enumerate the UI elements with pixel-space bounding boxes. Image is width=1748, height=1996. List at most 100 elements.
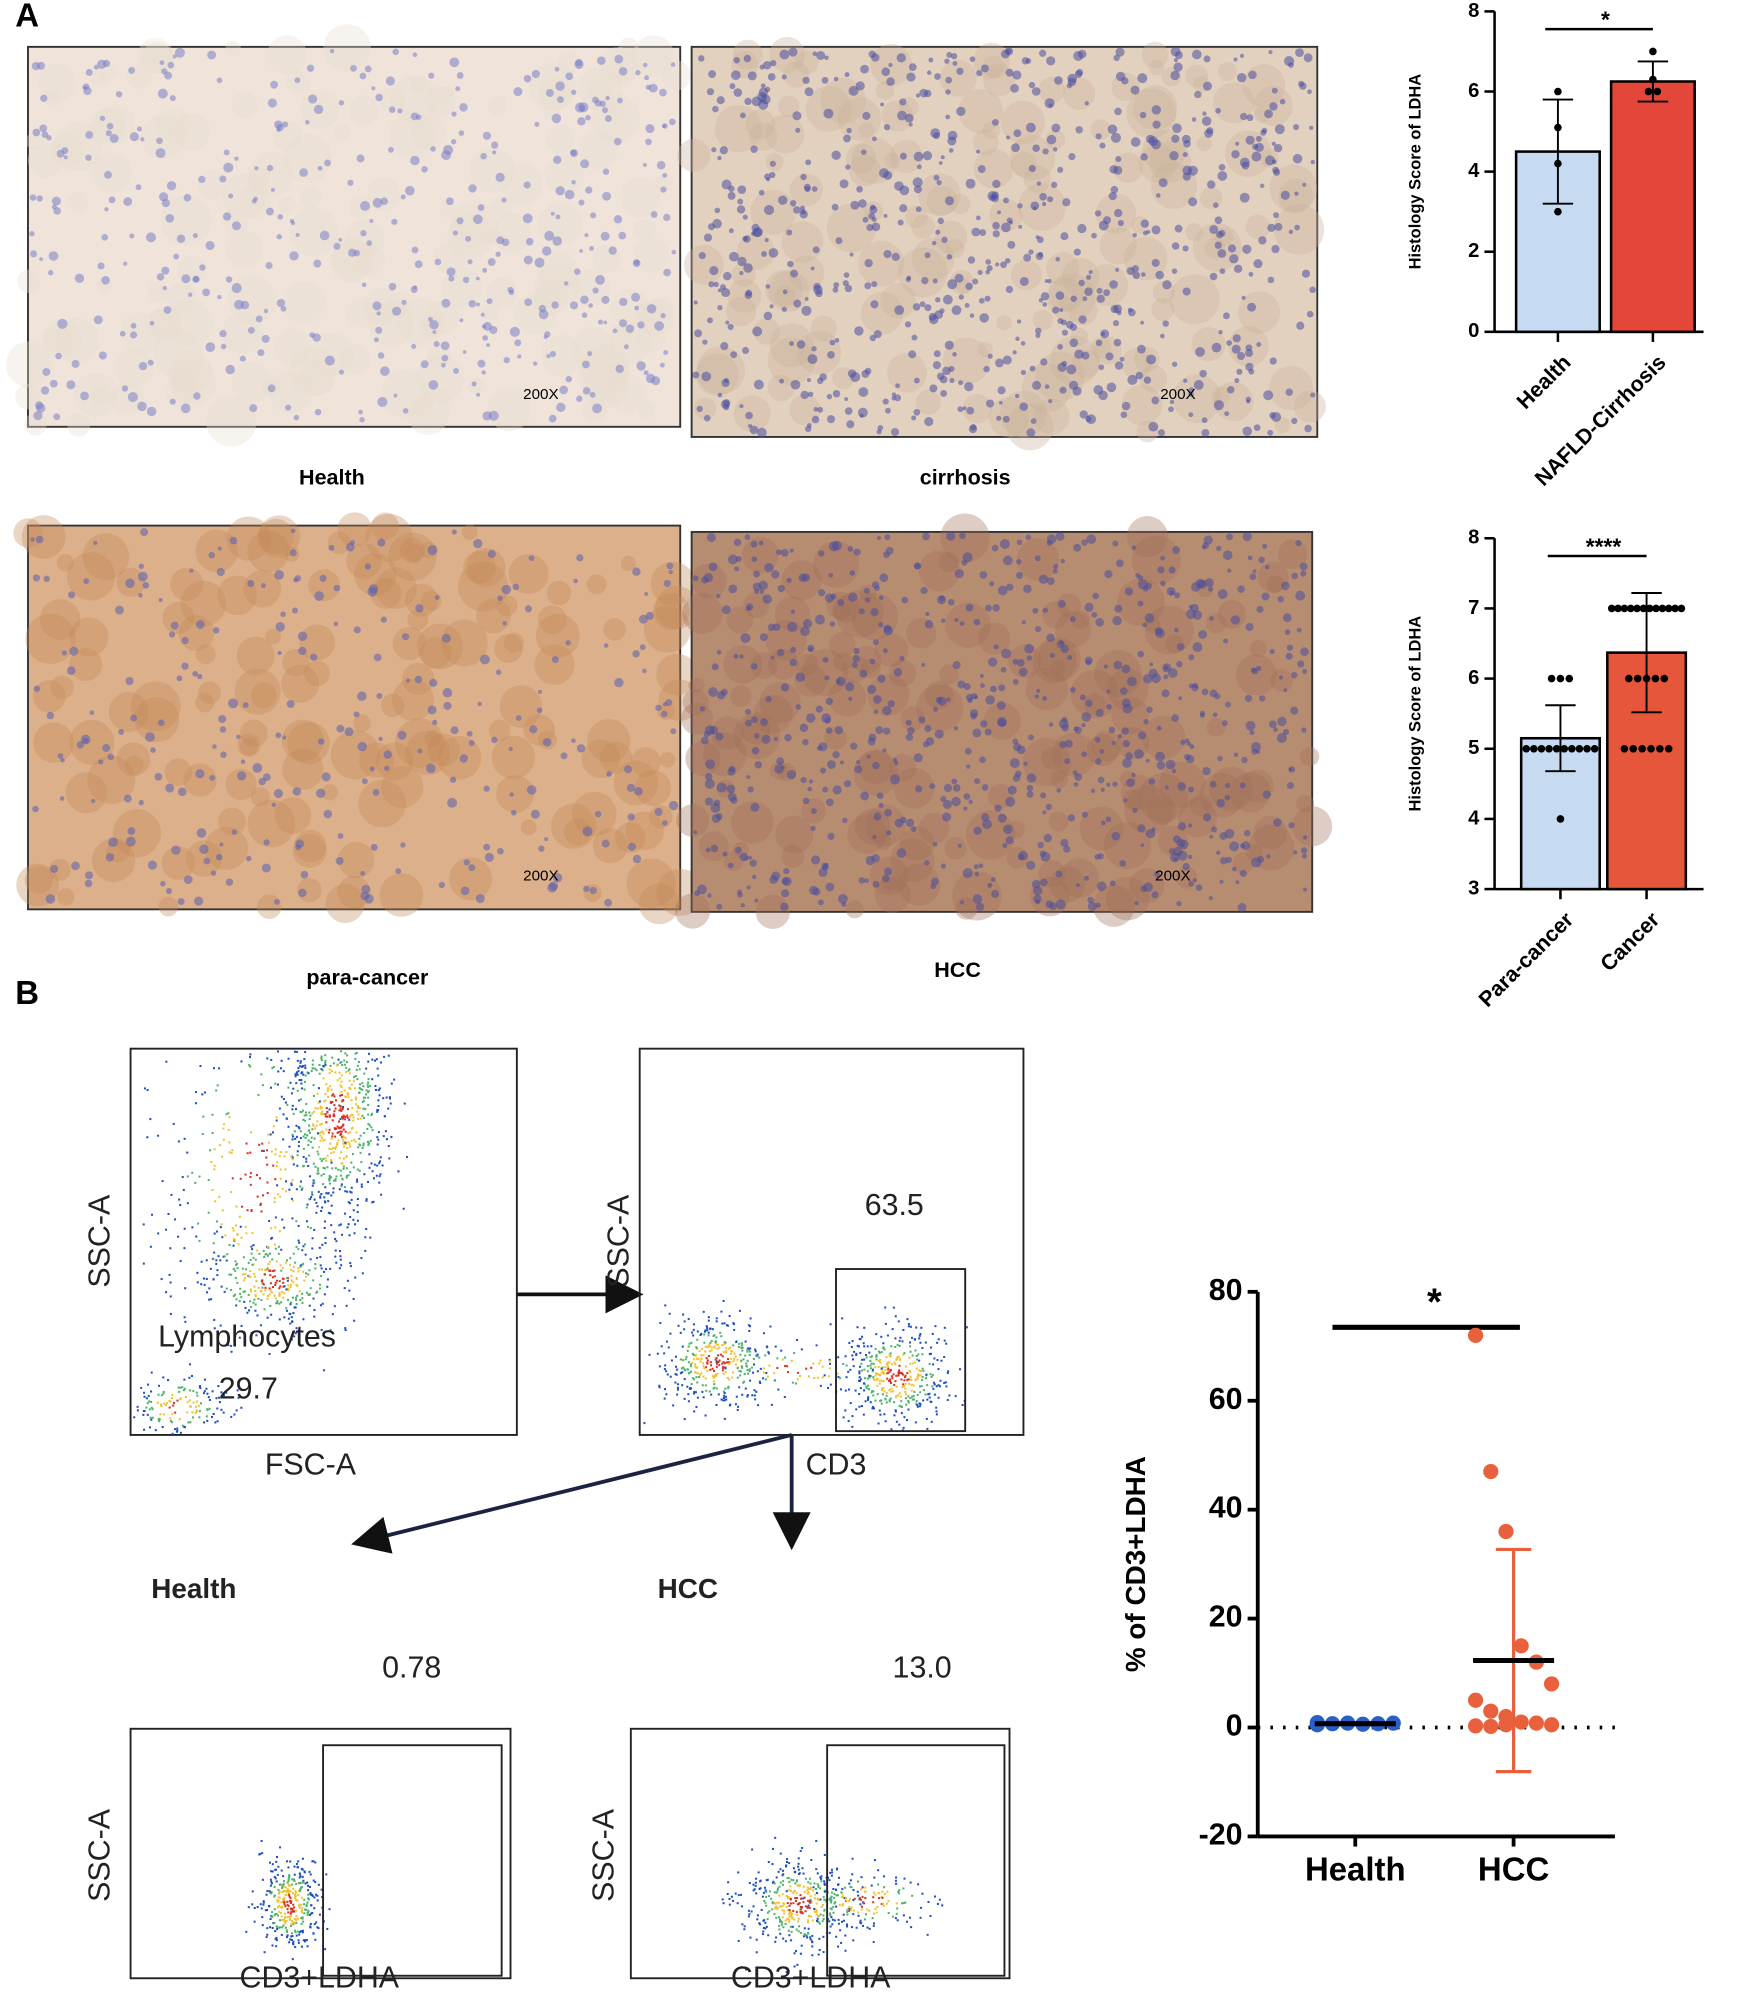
event: [334, 1147, 337, 1150]
nucleus: [1192, 878, 1197, 883]
event: [713, 1386, 716, 1389]
tissue: [168, 350, 213, 395]
nucleus: [776, 757, 785, 766]
event: [205, 1387, 208, 1390]
tissue: [379, 87, 407, 114]
event: [168, 1273, 171, 1276]
nucleus: [216, 567, 225, 577]
nucleus: [459, 754, 469, 763]
event: [839, 1377, 842, 1380]
nucleus: [405, 678, 411, 683]
tissue: [1147, 795, 1177, 826]
nucleus: [1163, 674, 1169, 680]
event: [704, 1366, 708, 1369]
nucleus: [231, 221, 241, 231]
nucleus: [161, 198, 171, 208]
event: [176, 1429, 179, 1432]
nucleus: [743, 54, 752, 63]
event: [184, 1287, 187, 1290]
nucleus: [569, 149, 579, 158]
event: [340, 1151, 343, 1154]
nucleus: [880, 102, 885, 107]
event: [704, 1350, 707, 1353]
event: [269, 1086, 272, 1089]
event: [165, 1291, 168, 1294]
tissue: [294, 829, 327, 863]
nucleus: [565, 640, 571, 646]
nucleus: [1191, 49, 1202, 60]
nucleus: [818, 899, 824, 906]
event: [328, 1178, 331, 1181]
event: [209, 1267, 212, 1270]
event: [658, 1365, 661, 1368]
nucleus: [719, 146, 728, 155]
nucleus: [1015, 336, 1020, 342]
tissue: [1009, 135, 1056, 181]
nucleus: [270, 80, 278, 89]
tissue: [659, 752, 676, 768]
nucleus: [946, 51, 953, 58]
event: [308, 1111, 311, 1114]
nucleus: [1209, 616, 1214, 621]
nucleus: [716, 690, 726, 700]
event: [732, 1344, 735, 1347]
tissue: [38, 63, 76, 102]
nucleus: [30, 250, 38, 258]
nucleus: [1235, 141, 1240, 146]
event: [206, 1409, 209, 1412]
event: [890, 1428, 893, 1431]
event: [688, 1342, 691, 1345]
event: [336, 1064, 339, 1067]
event: [837, 1356, 840, 1359]
event: [715, 1362, 719, 1365]
event: [759, 1367, 762, 1370]
event: [327, 1192, 330, 1195]
nucleus: [743, 263, 753, 273]
tissue: [801, 649, 849, 697]
tissue: [534, 262, 581, 308]
event: [238, 1215, 241, 1218]
event: [364, 1236, 367, 1239]
nucleus: [456, 217, 464, 225]
event: [304, 1064, 307, 1067]
tissue: [626, 858, 676, 909]
event: [686, 1349, 689, 1352]
nucleus: [1157, 429, 1166, 437]
nucleus: [919, 301, 926, 308]
nucleus: [85, 871, 94, 880]
event: [340, 1185, 343, 1188]
tissue: [1230, 772, 1271, 813]
nucleus: [883, 624, 892, 633]
nucleus: [872, 835, 877, 840]
nucleus: [192, 233, 198, 239]
nucleus: [1131, 545, 1137, 551]
nucleus: [847, 546, 854, 552]
nucleus: [992, 230, 1000, 238]
event: [350, 1198, 353, 1201]
nucleus: [1226, 533, 1233, 541]
event: [150, 1371, 153, 1374]
event: [740, 1365, 743, 1368]
nucleus: [604, 898, 613, 907]
event: [371, 1170, 374, 1173]
nucleus: [1050, 181, 1058, 189]
tissue: [1235, 654, 1277, 696]
event: [710, 1349, 713, 1352]
tissue: [458, 561, 509, 612]
tissue: [1011, 151, 1037, 178]
tissue: [714, 104, 763, 153]
nucleus: [1100, 332, 1105, 337]
event: [184, 1320, 187, 1323]
nucleus: [863, 587, 870, 594]
nucleus: [1014, 393, 1020, 399]
event: [340, 1125, 343, 1128]
nucleus: [980, 720, 988, 728]
nucleus: [1256, 855, 1265, 864]
tissue: [1138, 773, 1188, 823]
nucleus: [213, 627, 220, 634]
event: [230, 1288, 233, 1291]
nucleus: [1195, 346, 1205, 357]
event: [263, 1273, 266, 1276]
tissue: [141, 42, 174, 75]
nucleus: [1154, 871, 1160, 877]
